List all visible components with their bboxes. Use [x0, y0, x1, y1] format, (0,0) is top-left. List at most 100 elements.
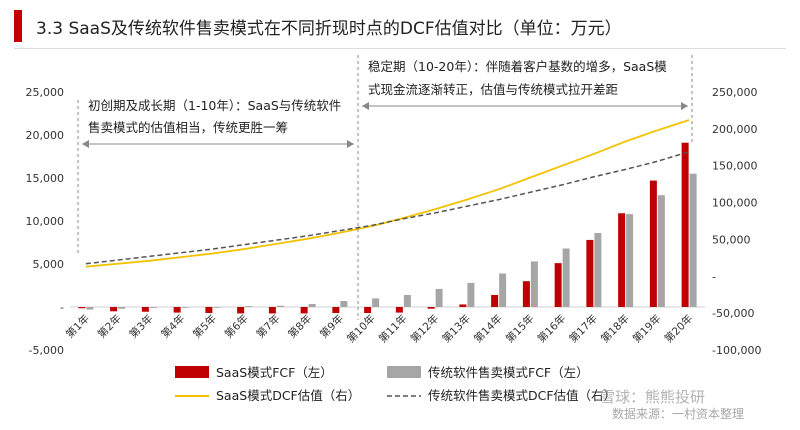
legend-swatch-traditional-fcf: [387, 366, 421, 378]
header-accent-bar: [14, 10, 22, 42]
category-label: 第2年: [95, 312, 124, 341]
bar-saas-fcf: [395, 307, 403, 313]
category-label: 第8年: [285, 312, 314, 341]
bar-saas-fcf: [364, 307, 372, 314]
bar-saas-fcf: [205, 307, 213, 314]
bar-saas-fcf: [427, 307, 435, 309]
left-axis-tick-label: -: [60, 301, 64, 314]
line-series: [85, 119, 690, 268]
line-traditional-dcf: [85, 150, 690, 265]
left-axis-tick-label: 5,000: [33, 258, 65, 271]
phase2-line2: 式现金流逐渐转正，估值与传统模式拉开差距: [368, 82, 618, 97]
bar-traditional-fcf: [562, 248, 570, 307]
bar-traditional-fcf: [626, 214, 634, 307]
bar-saas-fcf: [237, 307, 245, 314]
bar-traditional-fcf: [594, 233, 602, 307]
bar-traditional-fcf: [530, 261, 538, 307]
category-label: 第17年: [566, 312, 599, 345]
phase2-line1: 稳定期（10-20年）：伴随着客户基数的增多，SaaS模: [368, 59, 667, 74]
bar-saas-fcf: [586, 239, 594, 307]
category-label: 第12年: [408, 312, 441, 345]
category-label: 第15年: [503, 312, 536, 345]
right-axis-tick-label: -50,000: [712, 307, 754, 320]
bar-traditional-fcf: [689, 173, 697, 307]
legend-label-saas-fcf: SaaS模式FCF（左）: [216, 365, 333, 380]
category-label: 第18年: [598, 312, 631, 345]
phase1-line1: 初创期及成长期（1-10年）：SaaS与传统软件: [88, 98, 341, 113]
legend-label-traditional-dcf: 传统软件售卖模式DCF估值（右）: [428, 388, 616, 403]
bar-saas-fcf: [522, 281, 530, 307]
right-axis-tick-label: -100,000: [712, 344, 761, 357]
category-label: 第5年: [190, 312, 219, 341]
bar-saas-fcf: [268, 307, 276, 314]
left-axis-tick-label: 15,000: [26, 172, 65, 185]
bar-traditional-fcf: [340, 300, 348, 307]
category-label: 第10年: [344, 312, 377, 345]
bar-traditional-fcf: [181, 307, 189, 308]
legend-swatch-saas-fcf: [175, 366, 209, 378]
bar-saas-fcf: [554, 263, 562, 307]
category-labels: 第1年 第2年 第3年 第4年 第5年 第6年 第7年 第8年 第9年第10年第11年第12年第…: [63, 312, 695, 345]
right-axis-tick-label: 50,000: [712, 233, 751, 246]
phase1-arrow-left-head: [82, 140, 89, 148]
bar-saas-fcf: [110, 307, 118, 312]
category-label: 第1年: [63, 312, 92, 341]
source-note: 数据来源：一村资本整理: [612, 406, 744, 421]
bar-saas-fcf: [649, 180, 657, 307]
left-axis-tick-label: 25,000: [26, 86, 65, 99]
bar-traditional-fcf: [149, 307, 157, 308]
category-label: 第11年: [376, 312, 409, 345]
category-label: 第9年: [317, 312, 346, 341]
bar-saas-fcf: [141, 307, 149, 312]
bar-saas-fcf: [491, 294, 499, 307]
category-label: 第20年: [662, 312, 695, 345]
bar-saas-fcf: [300, 307, 308, 314]
bar-traditional-fcf: [213, 307, 221, 308]
bar-saas-fcf: [332, 307, 340, 314]
category-label: 第4年: [158, 312, 187, 341]
category-label: 第3年: [127, 312, 156, 341]
right-axis-tick-label: 100,000: [712, 197, 758, 210]
category-label: 第14年: [471, 312, 504, 345]
bar-traditional-fcf: [308, 303, 316, 307]
phase2-arrow-left-head: [362, 102, 369, 110]
bar-traditional-fcf: [467, 282, 475, 307]
left-axis-tick-label: -5,000: [29, 344, 64, 357]
bar-traditional-fcf: [276, 305, 284, 307]
watermark-text: 雪球：熊熊投研: [600, 388, 705, 406]
bar-traditional-fcf: [86, 307, 94, 310]
page-title: 3.3 SaaS及传统软件售卖模式在不同折现时点的DCF估值对比（单位：万元）: [36, 19, 622, 39]
bar-traditional-fcf: [435, 288, 443, 307]
bar-traditional-fcf: [118, 307, 126, 309]
bar-saas-fcf: [618, 213, 626, 307]
bar-series: [78, 142, 697, 314]
right-axis-tick-label: 250,000: [712, 86, 758, 99]
left-axis-tick-label: 10,000: [26, 215, 65, 228]
bar-traditional-fcf: [657, 195, 665, 307]
bar-saas-fcf: [459, 304, 467, 307]
right-axis-tick-label: 150,000: [712, 160, 758, 173]
bar-traditional-fcf: [403, 294, 411, 307]
title-divider: [14, 48, 786, 49]
right-axis-tick-label: 200,000: [712, 123, 758, 136]
category-label: 第19年: [630, 312, 663, 345]
bar-saas-fcf: [681, 142, 689, 307]
right-axis-tick-label: -: [712, 270, 716, 283]
phase1-line2: 售卖模式的估值相当，传统更胜一筹: [88, 120, 288, 135]
category-label: 第7年: [254, 312, 283, 341]
bar-traditional-fcf: [372, 298, 380, 307]
category-label: 第6年: [222, 312, 251, 341]
legend-label-traditional-fcf: 传统软件售卖模式FCF（左）: [428, 365, 589, 380]
bar-traditional-fcf: [499, 273, 507, 307]
bar-traditional-fcf: [245, 306, 253, 307]
right-axis: -100,000-50,000-50,000100,000150,000200,…: [712, 86, 761, 357]
category-label: 第13年: [439, 312, 472, 345]
left-axis-tick-label: 20,000: [26, 129, 65, 142]
phase1-arrow-right-head: [347, 140, 354, 148]
legend-label-saas-dcf: SaaS模式DCF估值（右）: [216, 388, 360, 403]
bar-saas-fcf: [78, 307, 86, 309]
phase2-arrow-right-head: [681, 102, 688, 110]
category-label: 第16年: [535, 312, 568, 345]
